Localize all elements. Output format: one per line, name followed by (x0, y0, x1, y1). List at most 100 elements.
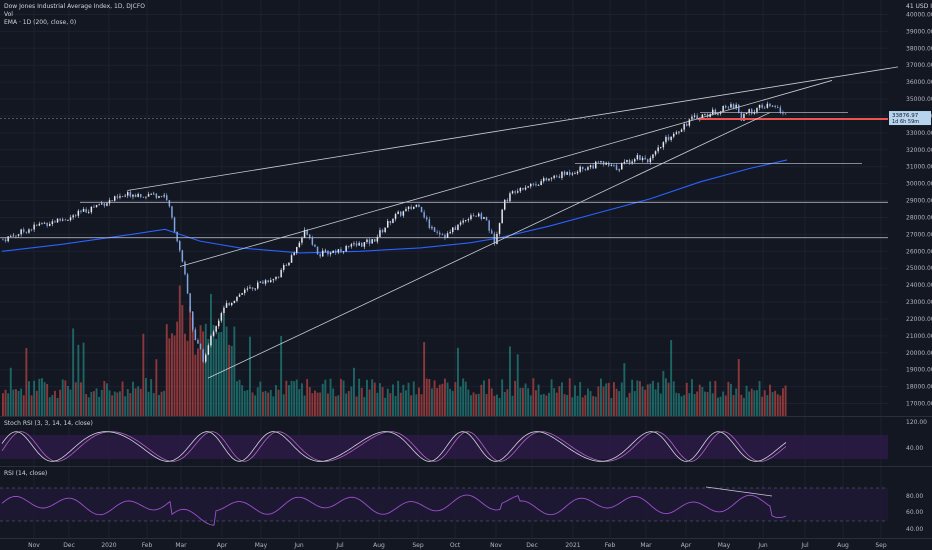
volume-bar (628, 392, 631, 416)
candle-body (298, 242, 301, 248)
volume-bar (191, 317, 194, 416)
candle-body (288, 262, 290, 266)
volume-bar (368, 389, 371, 416)
candle-body (496, 233, 498, 244)
candle-body (631, 161, 633, 164)
pane-separator-stoch[interactable] (0, 416, 932, 417)
volume-bar (672, 381, 675, 416)
volume-bar (178, 285, 181, 416)
candle-body (423, 212, 425, 218)
volume-bar (238, 379, 241, 416)
candle-body (522, 187, 524, 190)
candle-body (693, 115, 696, 117)
candle-body (639, 155, 641, 161)
volume-bar (706, 391, 709, 416)
candle-body (714, 109, 717, 115)
candle-body (171, 206, 173, 218)
volume-bar (386, 388, 389, 416)
volume-bar (61, 379, 64, 416)
volume-bar (545, 395, 548, 416)
candle-body (283, 265, 285, 270)
volume-bar (152, 393, 155, 416)
volume-bar (542, 393, 545, 416)
candle-body (17, 234, 20, 236)
candle-body (519, 187, 522, 192)
candle-body (571, 173, 574, 175)
volume-bar (784, 385, 787, 416)
candle-body (657, 147, 659, 152)
volume-bar (74, 382, 77, 416)
volume-bar (597, 386, 600, 416)
candle-body (267, 280, 269, 283)
volume-bar (745, 385, 748, 416)
candle-body (33, 224, 35, 230)
volume-bar (98, 396, 101, 416)
candle-body (67, 220, 69, 221)
candle-body (576, 171, 579, 174)
volume-bar (714, 380, 717, 416)
candle-body (98, 204, 100, 206)
volume-bar (501, 379, 504, 416)
volume-bar (405, 390, 407, 416)
volume-bar (748, 391, 751, 416)
ema-legend[interactable]: EMA · 1D (200, close, 0) (4, 19, 77, 26)
candle-body (662, 142, 665, 148)
volume-bar (306, 378, 309, 416)
volume-bar (436, 388, 439, 416)
candle-body (686, 124, 688, 126)
volume-bar (220, 332, 223, 416)
candle-body (587, 167, 589, 170)
symbol-legend[interactable]: Dow Jones Industrial Average Index, 1D, … (4, 3, 146, 10)
candle-body (605, 162, 607, 165)
stoch-legend[interactable]: Stoch RSI (3, 3, 14, 14, close) (4, 420, 93, 427)
volume-bar (303, 395, 306, 416)
candle-body (394, 214, 397, 219)
volume-bar (441, 383, 444, 416)
volume-bar (662, 370, 665, 416)
volume-bar (704, 391, 706, 416)
volume-bar (212, 325, 215, 416)
pane-separator-rsi[interactable] (0, 466, 932, 467)
volume-bar (126, 389, 129, 416)
time-tick-label: Mar (175, 542, 187, 549)
volume-bar (119, 391, 121, 416)
volume-bar (761, 396, 764, 416)
price-tick-label: 25000.00 (906, 265, 932, 272)
volume-bar (275, 385, 277, 416)
candle-body (764, 107, 766, 109)
candle-body (410, 206, 412, 209)
volume-bar (485, 393, 488, 416)
volume-legend[interactable]: Vol (4, 11, 13, 18)
candle-body (782, 112, 784, 114)
pane-separator-time[interactable] (0, 538, 932, 539)
volume-bar (665, 378, 667, 416)
candle-body (613, 165, 615, 166)
candle-body (10, 235, 12, 237)
volume-bar (194, 354, 197, 416)
candle-body (647, 159, 649, 163)
candle-body (137, 193, 139, 197)
candle-body (566, 172, 568, 175)
volume-bar (324, 379, 327, 416)
volume-bar (35, 390, 38, 416)
candle-body (485, 217, 488, 221)
candle-body (584, 168, 587, 170)
volume-bar (581, 397, 584, 416)
candle-body (77, 210, 80, 216)
time-tick-label: Apr (681, 542, 692, 549)
candle-body (277, 276, 280, 278)
candle-body (324, 250, 327, 252)
candle-body (595, 161, 597, 169)
volume-bar (41, 378, 43, 416)
volume-bar (314, 390, 316, 416)
candle-body (142, 196, 145, 198)
time-tick-label: May (718, 542, 731, 549)
rsi-tick-label: 60.00 (906, 509, 923, 516)
volume-bar (457, 347, 459, 416)
volume-bar (95, 388, 98, 416)
rsi-legend[interactable]: RSI (14, close) (4, 470, 48, 477)
volume-bar (410, 395, 413, 416)
candle-body (231, 302, 233, 306)
candle-body (181, 250, 184, 262)
